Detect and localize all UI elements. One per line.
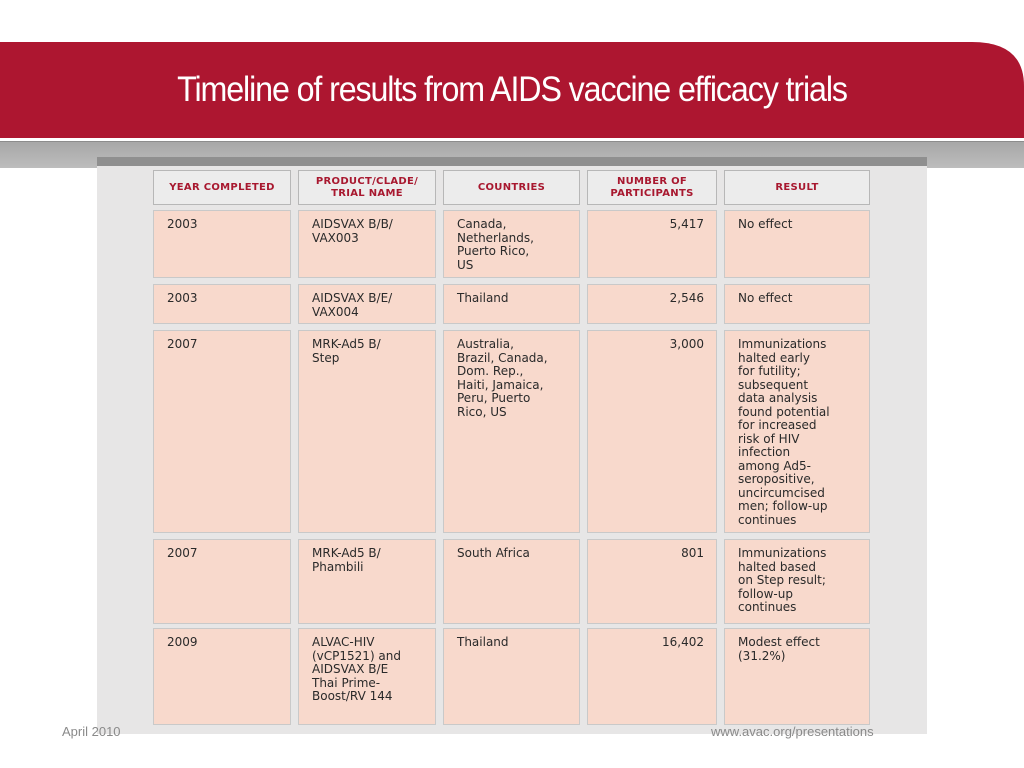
slide-title: Timeline of results from AIDS vaccine ef… xyxy=(177,70,848,109)
cell-year-row-4: 2007 xyxy=(153,539,291,624)
cell-countries-row-2: Thailand xyxy=(443,284,580,324)
footer-date: April 2010 xyxy=(62,724,121,739)
cell-participants-row-2: 2,546 xyxy=(587,284,717,324)
cell-year-row-2: 2003 xyxy=(153,284,291,324)
title-bar-shape xyxy=(0,42,1024,138)
cell-result-row-1: No effect xyxy=(724,210,870,278)
header-year: Year completed xyxy=(153,170,291,205)
header-countries: Countries xyxy=(443,170,580,205)
cell-result-row-4: Immunizations halted based on Step resul… xyxy=(724,539,870,624)
footer-url: www.avac.org/presentations xyxy=(711,724,874,739)
cell-product-row-1: AIDSVAX B/B/ VAX003 xyxy=(298,210,436,278)
cell-countries-row-5: Thailand xyxy=(443,628,580,725)
cell-result-row-3: Immunizations halted early for futility;… xyxy=(724,330,870,533)
cell-countries-row-3: Australia, Brazil, Canada, Dom. Rep., Ha… xyxy=(443,330,580,533)
header-participants: Number of participants xyxy=(587,170,717,205)
cell-countries-row-1: Canada, Netherlands, Puerto Rico, US xyxy=(443,210,580,278)
header-result: Result xyxy=(724,170,870,205)
cell-countries-row-4: South Africa xyxy=(443,539,580,624)
cell-participants-row-3: 3,000 xyxy=(587,330,717,533)
title-bar: Timeline of results from AIDS vaccine ef… xyxy=(0,42,1024,138)
header-product: Product/Clade/ Trial name xyxy=(298,170,436,205)
cell-year-row-1: 2003 xyxy=(153,210,291,278)
cell-participants-row-5: 16,402 xyxy=(587,628,717,725)
cell-product-row-3: MRK-Ad5 B/ Step xyxy=(298,330,436,533)
cell-product-row-5: ALVAC-HIV (vCP1521) and AIDSVAX B/E Thai… xyxy=(298,628,436,725)
cell-participants-row-4: 801 xyxy=(587,539,717,624)
cell-year-row-3: 2007 xyxy=(153,330,291,533)
cell-product-row-2: AIDSVAX B/E/ VAX004 xyxy=(298,284,436,324)
cell-product-row-4: MRK-Ad5 B/ Phambili xyxy=(298,539,436,624)
cell-year-row-5: 2009 xyxy=(153,628,291,725)
cell-result-row-5: Modest effect (31.2%) xyxy=(724,628,870,725)
cell-result-row-2: No effect xyxy=(724,284,870,324)
cell-participants-row-1: 5,417 xyxy=(587,210,717,278)
